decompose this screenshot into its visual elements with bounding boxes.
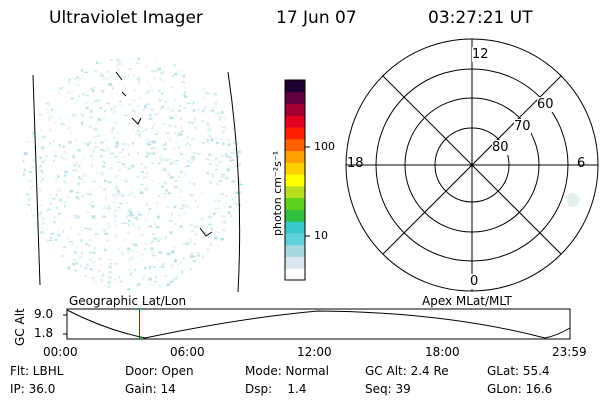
color-bar-segment xyxy=(285,115,305,128)
color-bar-segment xyxy=(285,162,305,175)
timeline-ytick-label-bottom: 1.8 xyxy=(34,326,54,340)
status-glat: GLat: 55.4 xyxy=(487,364,550,378)
color-bar-segment xyxy=(285,127,305,140)
color-bar-segment xyxy=(285,138,305,152)
color-bar-segment xyxy=(285,91,305,105)
color-bar-segment xyxy=(285,232,305,246)
color-bar-segment xyxy=(285,197,305,210)
color-bar-segment xyxy=(285,209,305,222)
color-bar-segment xyxy=(285,244,305,257)
polar-lat-label-80: 80 xyxy=(492,140,509,155)
color-bar-segment xyxy=(285,103,305,116)
geographic-image xyxy=(22,57,243,293)
polar-edge-blob xyxy=(566,192,580,208)
polar-diagonal-2 xyxy=(382,75,562,255)
color-bar-segment xyxy=(285,221,305,234)
polar-label-12: 12 xyxy=(472,47,489,62)
timeline-xtick-2359: 23:59 xyxy=(552,345,587,359)
color-bar-segment xyxy=(285,268,305,281)
timeline-xtick-0000: 00:00 xyxy=(43,345,78,359)
status-gc-alt: GC Alt: 2.4 Re xyxy=(365,364,449,378)
color-bar-segment xyxy=(285,256,305,269)
status-dsp: Dsp: 1.4 xyxy=(245,382,307,396)
color-bar-segment xyxy=(285,150,305,163)
status-glon: GLon: 16.6 xyxy=(487,382,553,396)
color-bar-label: photon cm⁻²s⁻¹ xyxy=(271,150,284,236)
color-bar-frame xyxy=(284,79,306,281)
status-ip: IP: 36.0 xyxy=(10,382,56,396)
limb-line-right xyxy=(227,71,241,293)
timeline-left-title: Geographic Lat/Lon xyxy=(69,294,187,308)
color-bar-tick-label-100: 100 xyxy=(314,140,335,153)
limb-line-left xyxy=(32,74,41,286)
polar-label-6: 6 xyxy=(577,156,586,171)
uv-noise-texture xyxy=(22,57,243,291)
timeline-frame xyxy=(66,308,571,340)
time-label: 03:27:21 UT xyxy=(428,8,533,28)
color-bar-segment xyxy=(285,174,305,187)
status-door: Door: Open xyxy=(125,364,194,378)
timeline-xtick-1200: 12:00 xyxy=(297,345,332,359)
date-label: 17 Jun 07 xyxy=(276,8,357,28)
timeline-ylabel: GC Alt xyxy=(13,308,27,346)
color-bar-segment xyxy=(285,185,305,199)
polar-label-18: 18 xyxy=(347,156,364,171)
polar-label-0: 0 xyxy=(470,274,479,289)
status-seq: Seq: 39 xyxy=(365,382,411,396)
status-mode: Mode: Normal xyxy=(245,364,329,378)
coastline-fragments xyxy=(115,71,213,237)
polar-lat-label-70: 70 xyxy=(514,119,531,134)
color-bar xyxy=(284,79,310,281)
timeline-xtick-1800: 18:00 xyxy=(425,345,460,359)
instrument-title: Ultraviolet Imager xyxy=(49,8,203,28)
altitude-curve xyxy=(66,309,571,339)
timeline-xtick-0600: 06:00 xyxy=(170,345,205,359)
color-bar-tick-label-10: 10 xyxy=(314,229,328,242)
timeline-plot xyxy=(63,308,571,340)
status-filter: Flt: LBHL xyxy=(10,364,64,378)
polar-lat-label-60: 60 xyxy=(537,97,554,112)
status-gain: Gain: 14 xyxy=(125,382,176,396)
color-bar-segment xyxy=(285,80,305,93)
polar-plot xyxy=(345,38,599,292)
timeline-ytick-label-top: 9.0 xyxy=(34,307,54,321)
timeline-right-title: Apex MLat/MLT xyxy=(422,294,512,308)
